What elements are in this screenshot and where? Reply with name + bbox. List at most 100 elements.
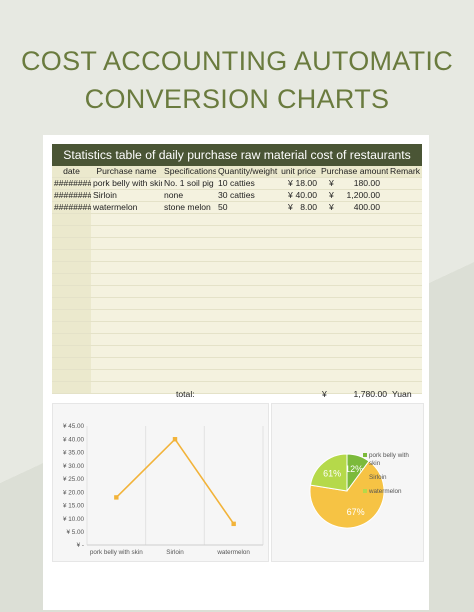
column-header-date[interactable]: date <box>52 166 91 178</box>
empty-cell[interactable] <box>388 345 422 358</box>
column-header-purchase-amount[interactable]: Purchase amount <box>319 166 388 178</box>
empty-cell[interactable] <box>388 237 422 250</box>
empty-cell[interactable] <box>319 369 388 382</box>
column-header-unit-price[interactable]: unit price <box>278 166 319 178</box>
empty-cell[interactable] <box>319 357 388 370</box>
cell-date[interactable]: ######## <box>52 189 91 202</box>
empty-cell[interactable] <box>216 261 278 274</box>
empty-cell[interactable] <box>319 237 388 250</box>
empty-cell[interactable] <box>52 249 91 262</box>
empty-cell[interactable] <box>162 213 216 226</box>
line-chart-panel[interactable]: ¥ - ¥ 5.00 ¥ 10.00 ¥ 15.00 ¥ 20.00 ¥ 25.00 ¥ 3… <box>52 403 269 562</box>
empty-cell[interactable] <box>216 345 278 358</box>
empty-cell[interactable] <box>278 369 319 382</box>
empty-cell[interactable] <box>91 321 162 334</box>
empty-cell[interactable] <box>52 273 91 286</box>
empty-cell[interactable] <box>91 309 162 322</box>
empty-cell[interactable] <box>388 285 422 298</box>
empty-cell[interactable] <box>278 309 319 322</box>
empty-cell[interactable] <box>216 249 278 262</box>
empty-cell[interactable] <box>388 297 422 310</box>
empty-cell[interactable] <box>162 333 216 346</box>
empty-cell[interactable] <box>216 309 278 322</box>
empty-cell[interactable] <box>52 345 91 358</box>
empty-cell[interactable] <box>278 273 319 286</box>
empty-cell[interactable] <box>388 357 422 370</box>
empty-cell[interactable] <box>278 357 319 370</box>
empty-cell[interactable] <box>52 213 91 226</box>
cell-date[interactable]: ######## <box>52 201 91 214</box>
empty-cell[interactable] <box>216 297 278 310</box>
empty-cell[interactable] <box>52 381 91 394</box>
empty-cell[interactable] <box>388 369 422 382</box>
cell-remark[interactable] <box>388 201 422 214</box>
cell-specifications[interactable]: stone melon <box>162 201 216 214</box>
cell-specifications[interactable]: none <box>162 189 216 202</box>
cell-purchase-amount[interactable]: ¥1,200.00 <box>319 189 388 202</box>
cell-unit-price[interactable]: ¥18.00 <box>278 177 319 190</box>
empty-cell[interactable] <box>388 309 422 322</box>
cell-unit-price[interactable]: ¥8.00 <box>278 201 319 214</box>
cell-purchase-name[interactable]: Sirloin <box>91 189 162 202</box>
empty-cell[interactable] <box>319 261 388 274</box>
empty-cell[interactable] <box>91 357 162 370</box>
empty-cell[interactable] <box>278 333 319 346</box>
cell-purchase-amount[interactable]: ¥180.00 <box>319 177 388 190</box>
empty-cell[interactable] <box>278 213 319 226</box>
empty-cell[interactable] <box>91 225 162 238</box>
empty-cell[interactable] <box>162 357 216 370</box>
empty-cell[interactable] <box>319 309 388 322</box>
cell-specifications[interactable]: No. 1 soil pig <box>162 177 216 190</box>
empty-cell[interactable] <box>162 273 216 286</box>
empty-cell[interactable] <box>278 261 319 274</box>
empty-cell[interactable] <box>319 249 388 262</box>
empty-cell[interactable] <box>388 321 422 334</box>
empty-cell[interactable] <box>162 345 216 358</box>
empty-cell[interactable] <box>216 225 278 238</box>
empty-cell[interactable] <box>278 225 319 238</box>
empty-cell[interactable] <box>162 309 216 322</box>
empty-cell[interactable] <box>216 321 278 334</box>
empty-cell[interactable] <box>319 345 388 358</box>
empty-cell[interactable] <box>278 237 319 250</box>
empty-cell[interactable] <box>52 297 91 310</box>
empty-cell[interactable] <box>162 285 216 298</box>
empty-cell[interactable] <box>278 321 319 334</box>
empty-cell[interactable] <box>52 357 91 370</box>
empty-cell[interactable] <box>319 297 388 310</box>
empty-cell[interactable] <box>388 249 422 262</box>
cell-unit-price[interactable]: ¥40.00 <box>278 189 319 202</box>
empty-cell[interactable] <box>388 213 422 226</box>
empty-cell[interactable] <box>91 213 162 226</box>
empty-cell[interactable] <box>319 213 388 226</box>
column-header-remark[interactable]: Remark <box>388 166 422 178</box>
cell-quantity[interactable]: 50 <box>216 201 278 214</box>
empty-cell[interactable] <box>91 285 162 298</box>
empty-cell[interactable] <box>216 237 278 250</box>
empty-cell[interactable] <box>91 273 162 286</box>
empty-cell[interactable] <box>388 273 422 286</box>
column-header-quantity[interactable]: Quantity/weight <box>216 166 278 178</box>
empty-cell[interactable] <box>319 321 388 334</box>
empty-cell[interactable] <box>278 285 319 298</box>
empty-cell[interactable] <box>319 285 388 298</box>
empty-cell[interactable] <box>216 381 278 394</box>
empty-cell[interactable] <box>278 381 319 394</box>
empty-cell[interactable] <box>319 273 388 286</box>
empty-cell[interactable] <box>319 225 388 238</box>
cell-quantity[interactable]: 30 catties <box>216 189 278 202</box>
empty-cell[interactable] <box>216 213 278 226</box>
empty-cell[interactable] <box>52 321 91 334</box>
empty-cell[interactable] <box>91 237 162 250</box>
empty-cell[interactable] <box>162 261 216 274</box>
empty-cell[interactable] <box>162 237 216 250</box>
column-header-purchase-name[interactable]: Purchase name <box>91 166 162 178</box>
empty-cell[interactable] <box>52 261 91 274</box>
cell-purchase-name[interactable]: pork belly with skin <box>91 177 162 190</box>
empty-cell[interactable] <box>216 333 278 346</box>
empty-cell[interactable] <box>52 333 91 346</box>
pie-chart-panel[interactable]: 12% 67% 61% pork belly with skin Sirloin water… <box>271 403 424 562</box>
empty-cell[interactable] <box>216 369 278 382</box>
empty-cell[interactable] <box>278 297 319 310</box>
empty-cell[interactable] <box>162 321 216 334</box>
